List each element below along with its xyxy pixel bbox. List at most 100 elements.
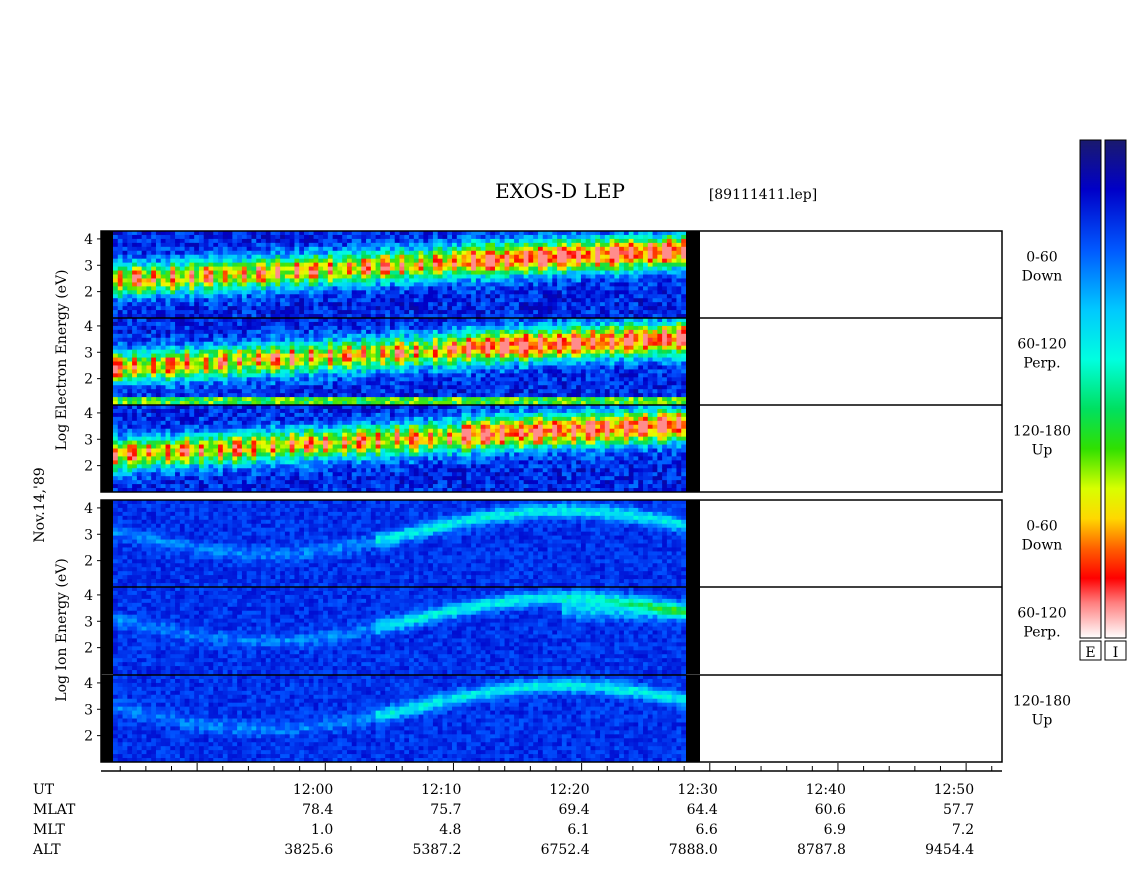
spectrogram-cell bbox=[657, 254, 663, 260]
spectrogram-cell bbox=[437, 393, 443, 398]
spectrogram-cell bbox=[246, 373, 252, 378]
spectrogram-cell bbox=[380, 361, 386, 366]
spectrogram-cell bbox=[194, 286, 200, 291]
spectrogram-cell bbox=[132, 389, 138, 394]
spectrogram-cell bbox=[132, 254, 138, 260]
spectrogram-cell bbox=[113, 314, 119, 319]
spectrogram-cell bbox=[614, 389, 620, 394]
spectrogram-cell bbox=[490, 242, 496, 248]
spectrogram-cell bbox=[499, 357, 506, 362]
spectrogram-cell bbox=[566, 254, 572, 260]
spectrogram-cell bbox=[113, 298, 119, 303]
spectrogram-cell bbox=[280, 337, 286, 343]
spectrogram-cell bbox=[380, 302, 386, 307]
spectrogram-cell bbox=[127, 310, 133, 315]
spectrogram-cell bbox=[509, 381, 515, 386]
spectrogram-cell bbox=[179, 234, 186, 240]
spectrogram-cell bbox=[580, 341, 587, 347]
spectrogram-cell bbox=[399, 231, 405, 236]
spectrogram-cell bbox=[528, 397, 534, 402]
spectrogram-cell bbox=[604, 318, 611, 323]
spectrogram-cell bbox=[681, 234, 687, 240]
spectrogram-cell bbox=[351, 246, 358, 252]
spectrogram-cell bbox=[623, 242, 630, 248]
spectrogram-cell bbox=[265, 381, 272, 386]
spectrogram-cell bbox=[437, 318, 443, 323]
spectrogram-cell bbox=[241, 341, 248, 347]
spectrogram-cell bbox=[237, 345, 243, 351]
spectrogram-cell bbox=[318, 401, 324, 406]
spectrogram-cell bbox=[141, 310, 147, 315]
spectrogram-cell bbox=[509, 337, 515, 343]
spectrogram-cell bbox=[117, 373, 124, 378]
spectrogram-cell bbox=[275, 262, 281, 268]
spectrogram-cell bbox=[394, 258, 401, 264]
spectrogram-cell bbox=[136, 290, 143, 295]
spectrogram-cell bbox=[198, 302, 205, 307]
spectrogram-cell bbox=[327, 298, 334, 303]
spectrogram-cell bbox=[647, 238, 654, 244]
spectrogram-cell bbox=[280, 246, 286, 252]
spectrogram-cell bbox=[595, 365, 601, 370]
spectrogram-cell bbox=[514, 278, 520, 283]
spectrogram-cell bbox=[299, 298, 305, 303]
spectrogram-cell bbox=[557, 397, 563, 402]
spectrogram-cell bbox=[270, 278, 276, 283]
spectrogram-cell bbox=[537, 234, 544, 240]
spectrogram-cell bbox=[179, 325, 186, 331]
spectrogram-cell bbox=[294, 341, 300, 347]
spectrogram-cell bbox=[265, 397, 272, 402]
spectrogram-cell bbox=[509, 341, 515, 347]
spectrogram-cell bbox=[561, 397, 568, 402]
spectrogram-cell bbox=[633, 282, 639, 287]
spectrogram-cell bbox=[466, 345, 472, 351]
spectrogram-cell bbox=[194, 393, 200, 398]
spectrogram-cell bbox=[323, 377, 329, 382]
spectrogram-cell bbox=[232, 318, 238, 323]
spectrogram-cell bbox=[643, 294, 649, 299]
spectrogram-cell bbox=[122, 294, 128, 299]
spectrogram-cell bbox=[380, 258, 386, 264]
spectrogram-cell bbox=[175, 290, 181, 295]
spectrogram-cell bbox=[580, 397, 587, 402]
spectrogram-cell bbox=[370, 274, 377, 279]
spectrogram-cell bbox=[561, 318, 568, 323]
spectrogram-cell bbox=[428, 282, 434, 287]
spectrogram-cell bbox=[318, 361, 324, 366]
spectrogram-cell bbox=[265, 357, 272, 362]
spectrogram-cell bbox=[261, 242, 267, 248]
spectrogram-cell bbox=[461, 321, 467, 327]
spectrogram-cell bbox=[437, 231, 443, 236]
spectrogram-cell bbox=[628, 294, 634, 299]
spectrogram-cell bbox=[351, 361, 358, 366]
spectrogram-cell bbox=[471, 262, 477, 268]
spectrogram-cell bbox=[280, 282, 286, 287]
spectrogram-cell bbox=[117, 349, 124, 355]
spectrogram-cell bbox=[623, 234, 630, 240]
spectrogram-cell bbox=[490, 270, 496, 275]
spectrogram-cell bbox=[552, 341, 558, 347]
spectrogram-cell bbox=[127, 365, 133, 370]
spectrogram-cell bbox=[518, 290, 525, 295]
spectrogram-cell bbox=[203, 325, 210, 331]
spectrogram-cell bbox=[456, 314, 463, 319]
spectrogram-cell bbox=[657, 286, 663, 291]
spectrogram-cell bbox=[566, 353, 572, 359]
spectrogram-cell bbox=[571, 349, 577, 355]
spectrogram-cell bbox=[179, 306, 186, 311]
spectrogram-cell bbox=[647, 250, 654, 256]
spectrogram-cell bbox=[428, 246, 434, 252]
spectrogram-cell bbox=[122, 341, 128, 347]
spectrogram-cell bbox=[604, 238, 611, 244]
spectrogram-cell bbox=[237, 302, 243, 307]
spectrogram-cell bbox=[227, 349, 233, 355]
spectrogram-cell bbox=[643, 231, 649, 236]
spectrogram-cell bbox=[437, 329, 443, 335]
spectrogram-cell bbox=[499, 282, 506, 287]
spectrogram-cell bbox=[485, 266, 491, 272]
spectrogram-cell bbox=[385, 333, 391, 339]
spectrogram-cell bbox=[375, 314, 381, 319]
spectrogram-cell bbox=[117, 369, 124, 374]
spectrogram-cell bbox=[485, 234, 491, 240]
spectrogram-cell bbox=[151, 381, 157, 386]
